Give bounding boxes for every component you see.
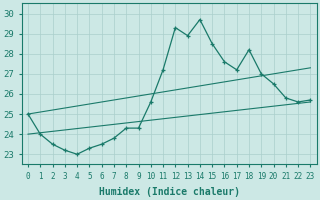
X-axis label: Humidex (Indice chaleur): Humidex (Indice chaleur) xyxy=(99,186,240,197)
